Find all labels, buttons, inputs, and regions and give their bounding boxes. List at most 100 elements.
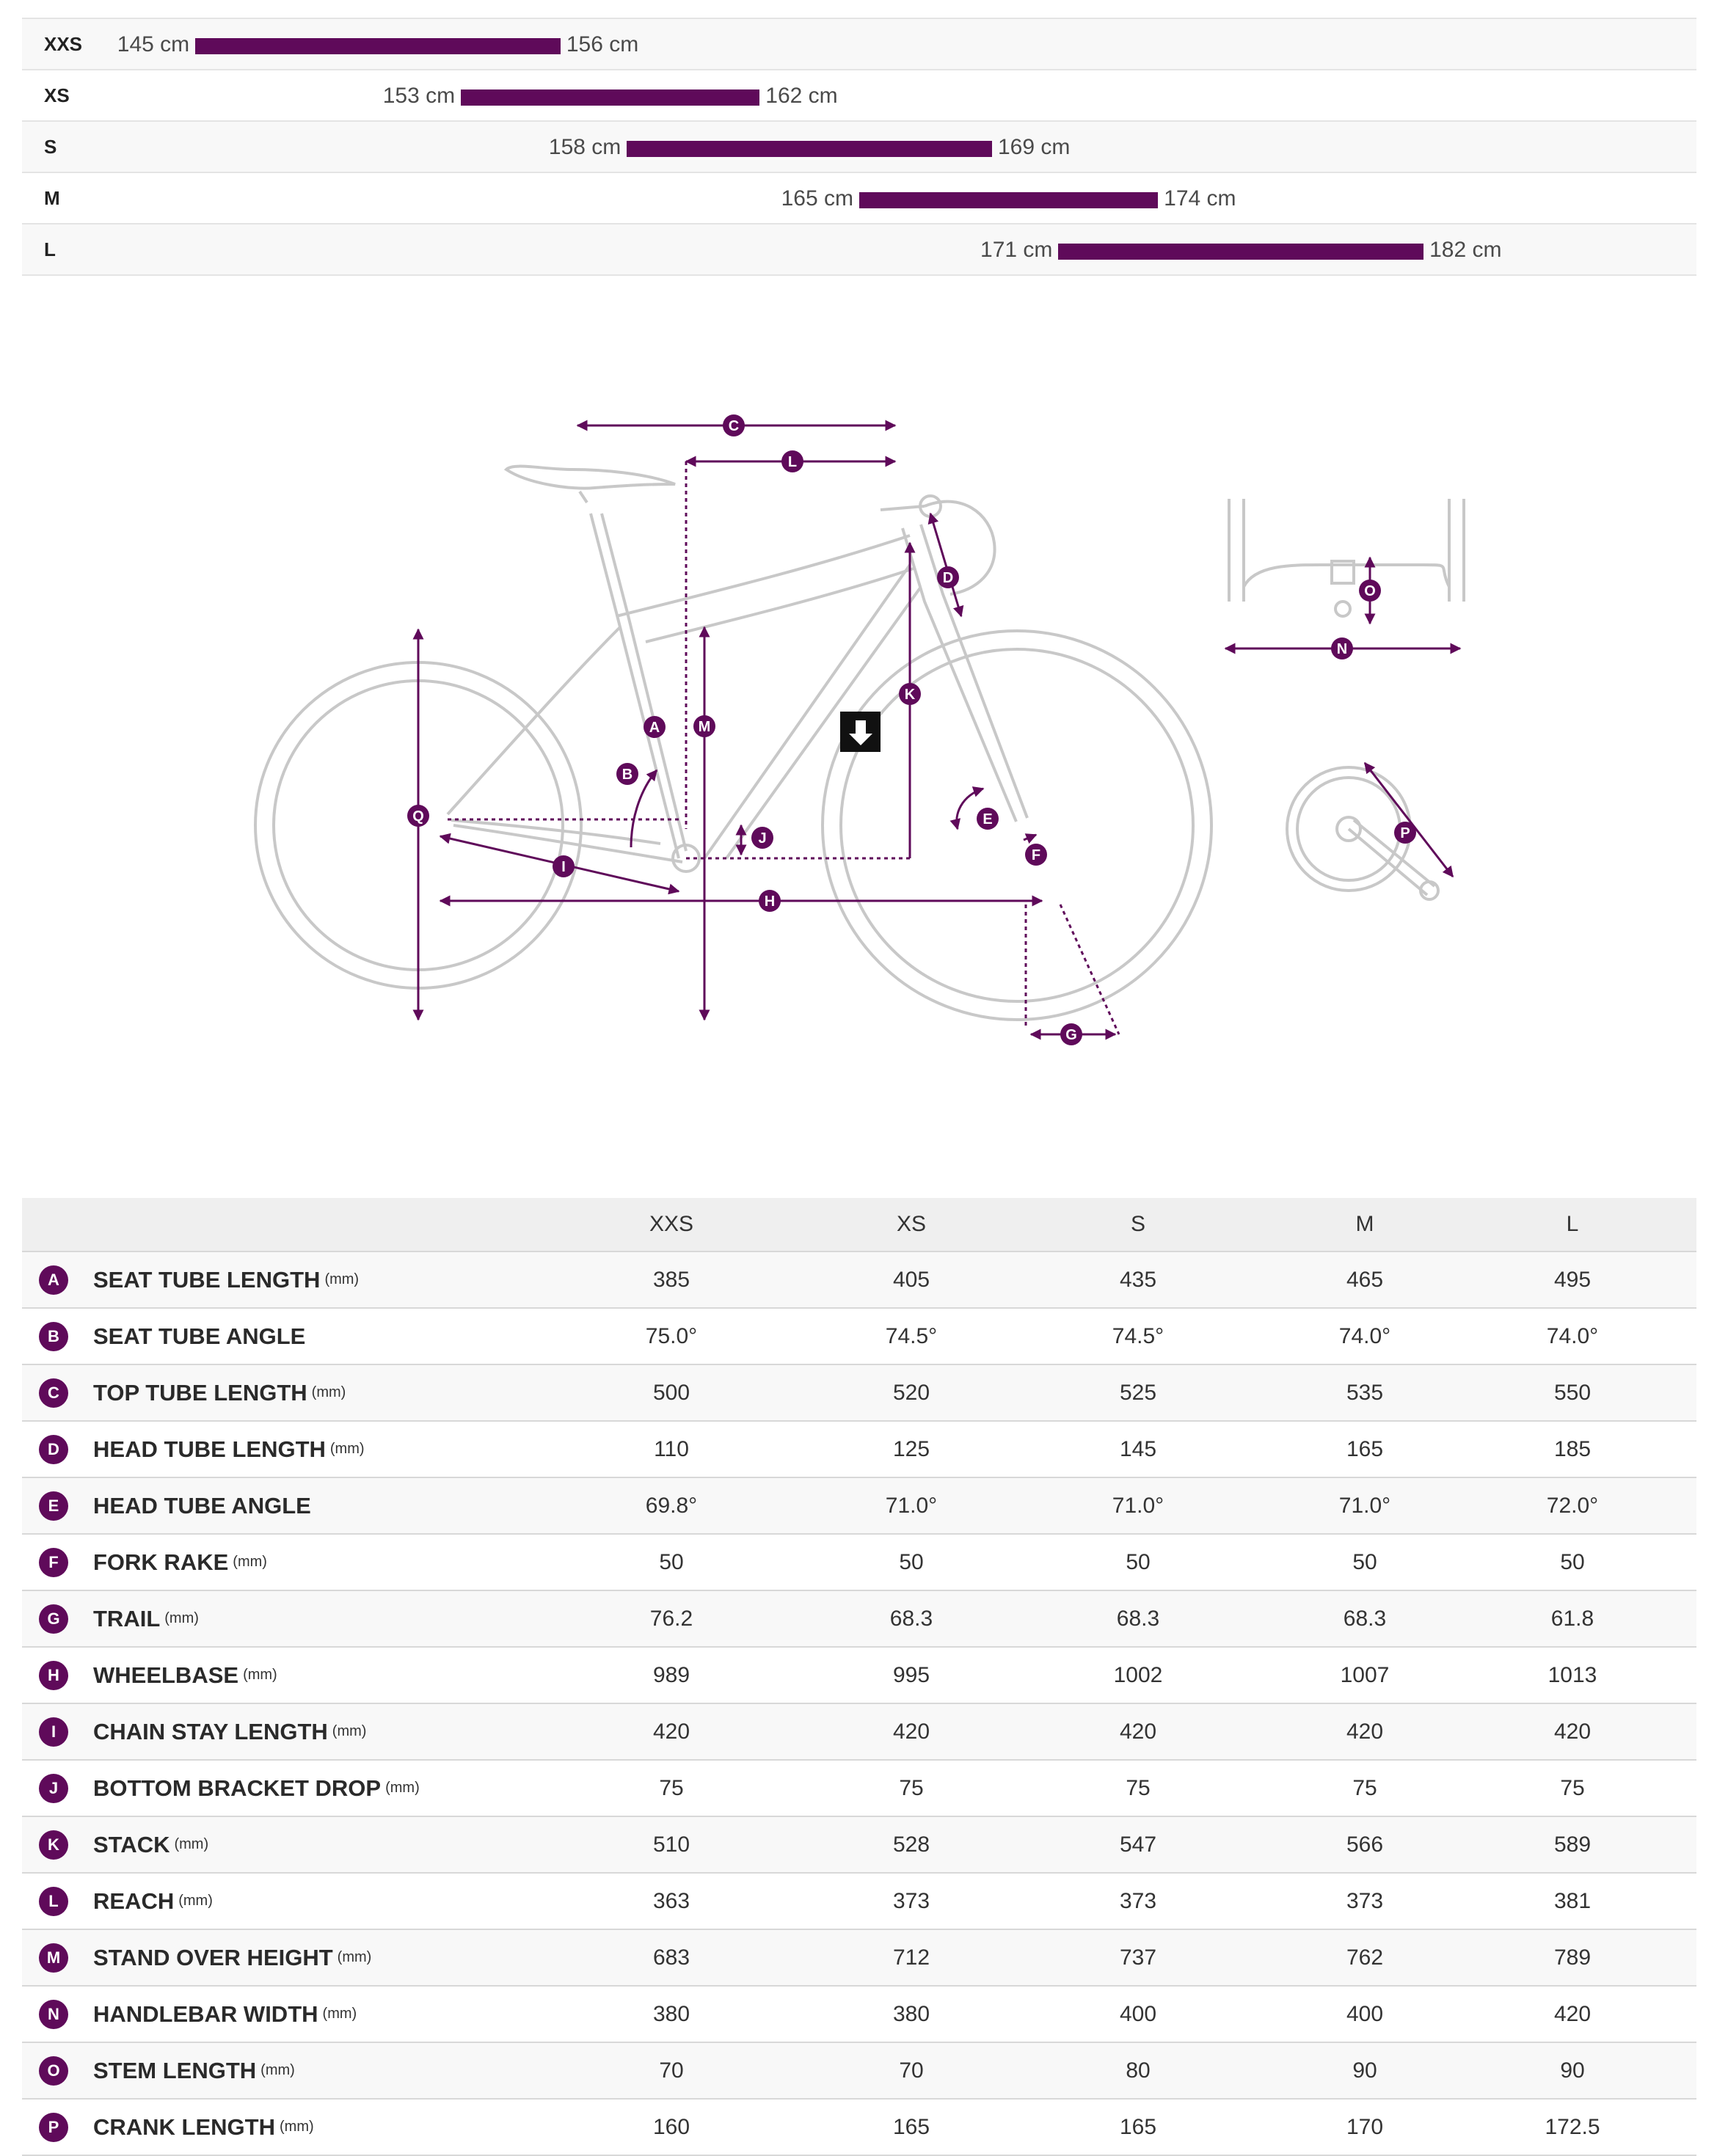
- measurement-key-badge: A: [39, 1265, 68, 1295]
- measurement-value-cell: 380: [515, 1986, 828, 2043]
- measurement-value-cell: 50: [1448, 1534, 1696, 1591]
- label-j: J: [751, 827, 773, 849]
- measurement-value-cell: 70: [515, 2042, 828, 2100]
- measurement-name: HEAD TUBE LENGTH: [93, 1436, 326, 1462]
- label-e: E: [977, 808, 999, 830]
- label-m: M: [693, 715, 715, 737]
- measurement-value-cell: 762: [1281, 1929, 1448, 1987]
- height-max-label: 156 cm: [566, 32, 639, 56]
- measurement-name-cell: O STEM LENGTH (mm): [22, 2042, 515, 2100]
- measurement-unit: (mm): [329, 1441, 365, 1457]
- svg-text:D: D: [943, 570, 953, 586]
- measurement-value-cell: 737: [995, 1929, 1281, 1987]
- measurement-name: TOP TUBE LENGTH: [93, 1379, 307, 1406]
- height-min-label: 145 cm: [117, 32, 190, 56]
- measurement-value-cell: 71.0°: [828, 1477, 995, 1535]
- measurement-value-cell: 50: [995, 1534, 1281, 1591]
- download-arrow-icon[interactable]: [840, 712, 881, 752]
- measurement-value-cell: 76.2: [515, 1590, 828, 1648]
- svg-text:I: I: [561, 859, 566, 875]
- svg-text:G: G: [1065, 1027, 1077, 1043]
- measurement-key-badge: C: [39, 1378, 68, 1408]
- measurement-unit: (mm): [311, 1384, 346, 1400]
- measurement-value-cell: 547: [995, 1816, 1281, 1874]
- height-range-bar: [859, 192, 1159, 208]
- measurement-name-cell: E HEAD TUBE ANGLE: [22, 1477, 515, 1535]
- header-size-l: L: [1448, 1198, 1696, 1252]
- measurement-unit: (mm): [174, 1836, 209, 1852]
- measurement-value-cell: 385: [515, 1251, 828, 1309]
- rider-height-chart: XXS 145 cm 156 cm XS 153 cm 162 cm S 158…: [22, 18, 1696, 276]
- measurement-value-cell: 75: [995, 1760, 1281, 1817]
- label-c: C: [723, 414, 745, 436]
- measurement-value-cell: 420: [515, 1703, 828, 1761]
- table-row: D HEAD TUBE LENGTH (mm) 110 125 145 165 185: [22, 1421, 1696, 1478]
- height-range-bar: [1058, 244, 1424, 260]
- measurement-value-cell: 995: [828, 1647, 995, 1704]
- measurement-key-badge: J: [39, 1773, 68, 1803]
- measurement-name: STACK: [93, 1831, 170, 1857]
- measurement-value-cell: 500: [515, 1364, 828, 1422]
- measurement-value-cell: 74.0°: [1448, 1308, 1696, 1365]
- table-row: H WHEELBASE (mm) 989 995 1002 1007 1013: [22, 1647, 1696, 1704]
- measurement-value-cell: 989: [515, 1647, 828, 1704]
- measurement-key-badge: O: [39, 2055, 68, 2086]
- height-min-label: 171 cm: [980, 238, 1053, 262]
- measurement-value-cell: 185: [1448, 1421, 1696, 1478]
- size-row: M 165 cm 174 cm: [22, 173, 1696, 224]
- measurement-value-cell: 535: [1281, 1364, 1448, 1422]
- height-range-bar: [195, 38, 561, 54]
- measurement-value-cell: 110: [515, 1421, 828, 1478]
- table-row: A SEAT TUBE LENGTH (mm) 385 405 435 465 495: [22, 1251, 1696, 1309]
- height-min-label: 153 cm: [382, 84, 456, 108]
- size-label: XS: [44, 84, 70, 106]
- measurement-value-cell: 712: [828, 1929, 995, 1987]
- measurement-value-cell: 69.8°: [515, 1477, 828, 1535]
- measurement-value-cell: 90: [1281, 2042, 1448, 2100]
- measurement-value-cell: 789: [1448, 1929, 1696, 1987]
- measurement-value-cell: 550: [1448, 1364, 1696, 1422]
- measurement-unit: (mm): [324, 1271, 360, 1287]
- measurement-name: STAND OVER HEIGHT: [93, 1944, 333, 1970]
- header-size-m: M: [1281, 1198, 1448, 1252]
- measurement-name-cell: L REACH (mm): [22, 1873, 515, 1930]
- measurement-value-cell: 465: [1281, 1251, 1448, 1309]
- measurement-value-cell: 400: [995, 1986, 1281, 2043]
- svg-text:C: C: [729, 418, 739, 434]
- measurement-value-cell: 90: [1448, 2042, 1696, 2100]
- svg-text:N: N: [1337, 641, 1347, 657]
- measurement-key-badge: K: [39, 1830, 68, 1860]
- measurement-value-cell: 75: [828, 1760, 995, 1817]
- svg-text:K: K: [905, 687, 916, 703]
- measurement-value-cell: 420: [1448, 1703, 1696, 1761]
- measurement-value-cell: 75: [1448, 1760, 1696, 1817]
- table-row: N HANDLEBAR WIDTH (mm) 380 380 400 400 420: [22, 1986, 1696, 2043]
- dimension-label-badges: C L D K M A B Q J I H E F G N O P: [407, 414, 1416, 1045]
- measurement-value-cell: 373: [828, 1873, 995, 1930]
- measurement-value-cell: 160: [515, 2099, 828, 2156]
- measurement-value-cell: 400: [1281, 1986, 1448, 2043]
- label-n: N: [1331, 637, 1353, 659]
- measurement-value-cell: 420: [995, 1703, 1281, 1761]
- measurement-name-cell: F FORK RAKE (mm): [22, 1534, 515, 1591]
- label-p: P: [1394, 822, 1416, 844]
- measurement-key-badge: E: [39, 1491, 68, 1521]
- svg-text:O: O: [1364, 583, 1376, 599]
- measurement-name: SEAT TUBE LENGTH: [93, 1266, 321, 1293]
- measurement-value-cell: 373: [995, 1873, 1281, 1930]
- label-o: O: [1359, 580, 1381, 602]
- measurement-value-cell: 68.3: [995, 1590, 1281, 1648]
- measurement-name-cell: N HANDLEBAR WIDTH (mm): [22, 1986, 515, 2043]
- label-q: Q: [407, 805, 429, 827]
- measurement-value-cell: 71.0°: [995, 1477, 1281, 1535]
- measurement-unit: (mm): [178, 1893, 213, 1909]
- label-a: A: [644, 716, 666, 738]
- measurement-value-cell: 510: [515, 1816, 828, 1874]
- measurement-value-cell: 589: [1448, 1816, 1696, 1874]
- measurement-name: REACH: [93, 1888, 175, 1914]
- measurement-value-cell: 70: [828, 2042, 995, 2100]
- measurement-value-cell: 363: [515, 1873, 828, 1930]
- measurement-key-badge: P: [39, 2112, 68, 2142]
- measurement-value-cell: 528: [828, 1816, 995, 1874]
- svg-text:J: J: [758, 830, 766, 847]
